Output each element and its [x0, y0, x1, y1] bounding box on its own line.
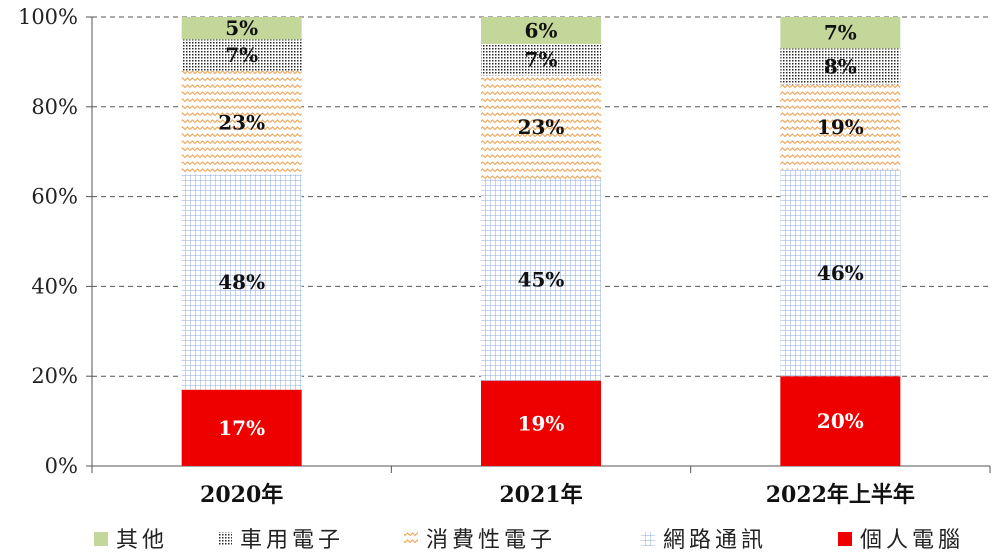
data-label: 23% — [518, 115, 565, 139]
data-label: 45% — [518, 268, 565, 292]
data-labels: 17% 48% 23% 7% 5% 19% 45% 23% 7% 6% 20% 46% 19% 8% 7% — [218, 16, 864, 440]
legend-label: 消費性電子 — [426, 528, 556, 553]
axes: 0% 20% 40% 60% 80% 100% 2020年 2021年 2022年上半年 — [18, 5, 991, 508]
data-label: 7% — [225, 43, 258, 67]
bar-segment — [481, 17, 601, 44]
bar-segment — [181, 174, 302, 390]
bar-segment — [481, 380, 601, 466]
bar-segment — [780, 48, 901, 85]
y-tick-label: 80% — [31, 95, 78, 119]
bar-segment — [780, 17, 901, 49]
data-label: 5% — [225, 16, 258, 40]
bar-segment — [780, 169, 901, 377]
bar-segment — [181, 39, 302, 71]
y-tick-label: 100% — [18, 5, 78, 29]
y-tick-label: 40% — [31, 274, 78, 298]
legend-swatch — [94, 532, 108, 546]
data-label: 46% — [817, 261, 864, 285]
bar-segment — [181, 17, 302, 40]
data-label: 23% — [218, 111, 265, 135]
legend-label: 其他 — [116, 528, 168, 553]
bars — [181, 17, 901, 466]
legend: 其他 車用電子 消費性電子 網路通訊 個人電腦 — [94, 528, 964, 553]
bar-segment — [780, 84, 901, 170]
bar-segment — [780, 376, 901, 466]
data-label: 48% — [218, 270, 265, 294]
legend-swatch — [838, 532, 852, 546]
data-label: 19% — [817, 115, 864, 139]
bar-segment — [481, 75, 601, 179]
data-label: 7% — [525, 48, 558, 72]
legend-label: 車用電子 — [240, 528, 344, 553]
data-label: 6% — [525, 18, 558, 42]
data-label: 17% — [218, 416, 265, 440]
legend-swatch — [218, 532, 232, 546]
y-tick-label: 0% — [45, 454, 78, 478]
x-category-label: 2021年 — [499, 482, 582, 508]
legend-swatch — [641, 532, 655, 546]
x-category-label: 2020年 — [200, 482, 283, 508]
bar-segment — [181, 70, 302, 175]
bar-segment — [481, 178, 601, 381]
legend-label: 個人電腦 — [860, 528, 964, 553]
data-label: 7% — [824, 21, 857, 45]
data-label: 8% — [824, 54, 857, 78]
x-category-label: 2022年上半年 — [766, 482, 915, 508]
bar-segment — [181, 389, 302, 466]
y-tick-label: 60% — [31, 185, 78, 209]
data-label: 20% — [817, 409, 864, 433]
data-label: 19% — [518, 411, 565, 435]
legend-swatch — [404, 532, 418, 546]
bar-segment — [481, 43, 601, 76]
y-tick-label: 20% — [31, 364, 78, 388]
legend-label: 網路通訊 — [663, 528, 767, 553]
